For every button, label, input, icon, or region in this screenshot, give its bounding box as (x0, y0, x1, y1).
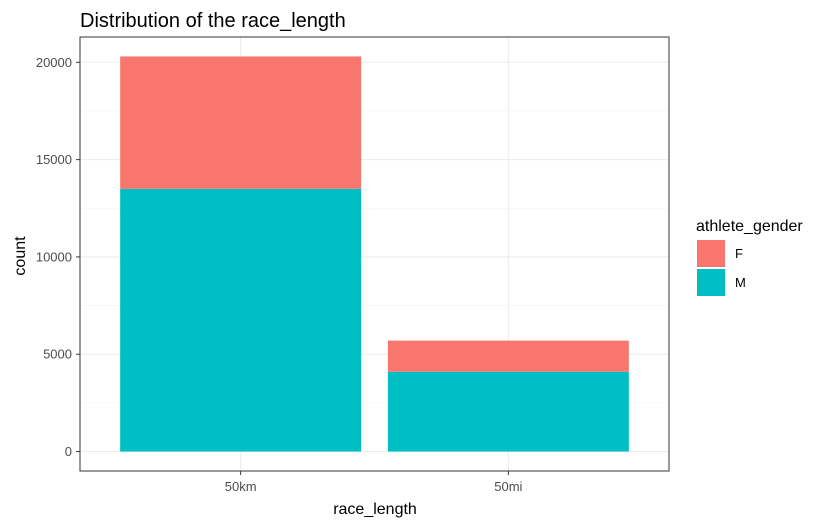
y-axis-title: count (12, 236, 29, 276)
bar-50km-F (120, 56, 362, 189)
y-tick-label: 5000 (43, 347, 72, 362)
x-axis-title: race_length (333, 501, 417, 518)
x-axis-ticks: 50km 50mi (225, 471, 523, 494)
y-tick-label: 0 (65, 444, 72, 459)
legend-key-M (697, 269, 725, 296)
y-axis-ticks: 0 5000 10000 15000 20000 (36, 55, 80, 459)
bar-50km-M (120, 188, 362, 452)
bar-50mi-M (387, 371, 629, 452)
plot-panel-border (79, 36, 670, 472)
legend-label-F: F (735, 246, 743, 261)
legend-key-F (697, 240, 725, 267)
y-tick-label: 10000 (36, 249, 72, 264)
y-tick-label: 15000 (36, 152, 72, 167)
bar-50mi-F (387, 340, 629, 372)
x-tick-label: 50mi (494, 479, 522, 494)
chart-title: Distribution of the race_length (80, 10, 346, 32)
bars-group (120, 56, 629, 452)
legend-label-M: M (735, 275, 746, 290)
y-tick-label: 20000 (36, 55, 72, 70)
x-tick-label: 50km (225, 479, 257, 494)
legend-title: athlete_gender (696, 218, 803, 235)
legend: athlete_gender FM (696, 218, 803, 296)
